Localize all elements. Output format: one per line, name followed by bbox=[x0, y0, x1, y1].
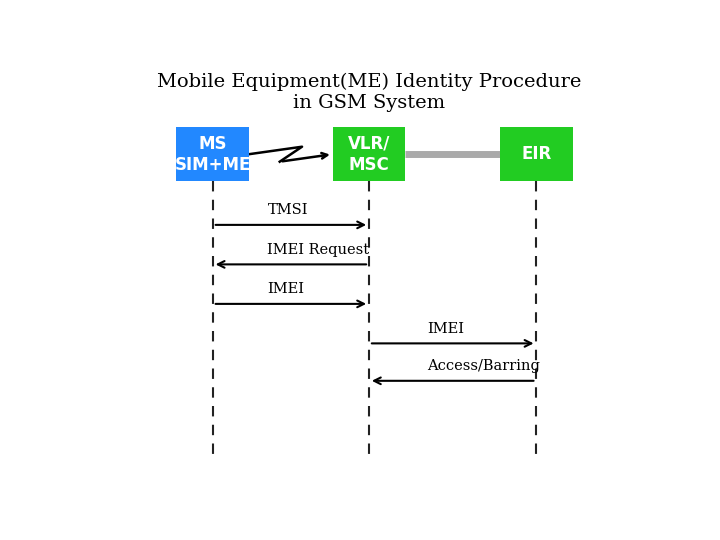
Text: Mobile Equipment(ME) Identity Procedure
in GSM System: Mobile Equipment(ME) Identity Procedure … bbox=[157, 73, 581, 112]
Text: VLR/
MSC: VLR/ MSC bbox=[348, 135, 390, 173]
FancyBboxPatch shape bbox=[333, 127, 405, 181]
FancyBboxPatch shape bbox=[176, 127, 249, 181]
Text: MS
SIM+ME: MS SIM+ME bbox=[174, 135, 251, 173]
Text: TMSI: TMSI bbox=[267, 204, 308, 218]
Text: Access/Barring: Access/Barring bbox=[428, 359, 541, 373]
Text: IMEI: IMEI bbox=[428, 322, 464, 336]
Text: IMEI Request: IMEI Request bbox=[267, 243, 369, 257]
Text: IMEI: IMEI bbox=[267, 282, 305, 296]
FancyBboxPatch shape bbox=[500, 127, 572, 181]
Text: EIR: EIR bbox=[521, 145, 552, 163]
